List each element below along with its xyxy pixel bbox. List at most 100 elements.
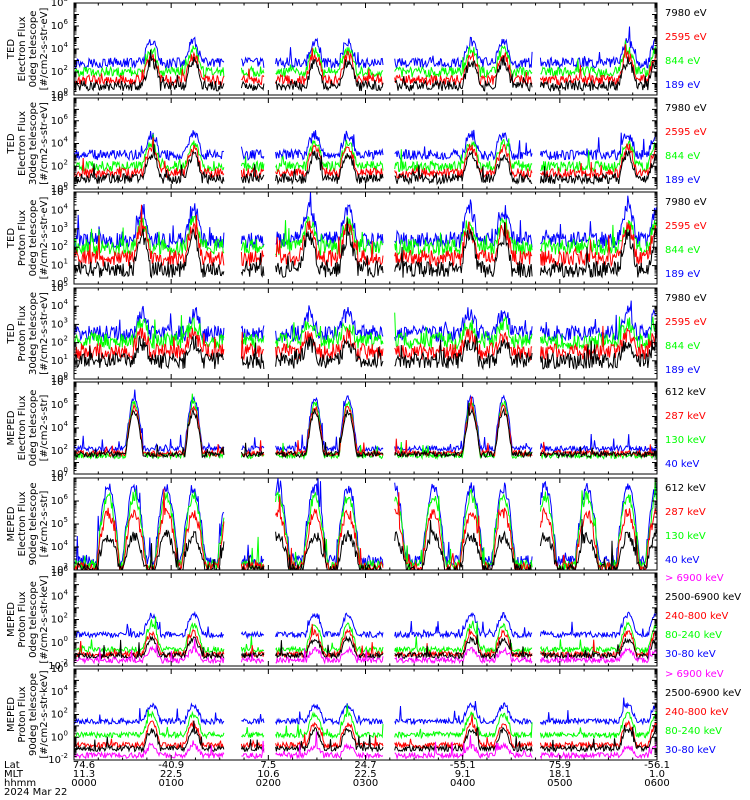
series-line-7980-ev — [74, 49, 657, 93]
lat-tick-label: -56.1 — [644, 760, 670, 771]
time-tick-label: 0300 — [353, 778, 378, 789]
y-tick-label: 104 — [51, 298, 69, 312]
series-line-189-ev — [74, 192, 657, 250]
y-axis-label-line: Proton Flux — [17, 686, 28, 742]
y-tick-label: 100 — [51, 635, 68, 649]
legend-label: 7980 eV — [665, 8, 707, 19]
series-line-30-80-kev — [74, 610, 657, 640]
y-tick-label: 104 — [51, 684, 69, 698]
series-line-612-kev — [74, 402, 657, 460]
y-tick-label: 103 — [51, 221, 68, 235]
lat-tick-label: 74.6 — [73, 760, 95, 771]
y-tick-label: 106 — [51, 18, 69, 32]
lat-tick-label: 7.5 — [260, 760, 276, 771]
y-axis-label-line: TED — [6, 228, 17, 249]
legend-label: 7980 eV — [665, 103, 707, 114]
y-tick-label: 104 — [51, 588, 69, 602]
legend-label: 844 eV — [665, 341, 700, 352]
y-tick-label: 102 — [51, 443, 68, 457]
series-line-2595-ev — [74, 325, 657, 362]
panel-frame — [73, 381, 658, 475]
legend-label: > 6900 keV — [665, 669, 724, 680]
y-axis-label-line: Electron Flux — [17, 16, 28, 81]
y-axis-label-line: TED — [6, 133, 17, 154]
legend-label: 2595 eV — [665, 317, 707, 328]
y-tick-label: 106 — [51, 113, 69, 127]
series-line-2500-6900-kev — [74, 720, 657, 754]
axis-row-label-lat: Lat — [4, 760, 20, 771]
series-line-240-800-kev — [74, 714, 657, 750]
y-axis-label-line: Electron Flux — [17, 111, 28, 176]
y-tick-label: 102 — [51, 64, 68, 78]
y-axis-label-line: [#/cm2-s-str] — [39, 394, 50, 461]
y-axis-label-line: 0deg telescope — [28, 11, 39, 88]
series-group — [74, 26, 657, 93]
legend-label: 189 eV — [665, 365, 700, 376]
y-axis-label-line: 90deg telescope — [28, 673, 39, 756]
panel-frame — [73, 572, 658, 667]
series-line-7980-ev — [74, 218, 657, 279]
y-tick-label: 106 — [51, 397, 69, 411]
y-tick-label: 104 — [51, 420, 69, 434]
legend-label: > 6900 keV — [665, 573, 724, 584]
y-tick-label: 106 — [51, 565, 69, 579]
y-tick-label: 103 — [51, 316, 68, 330]
mlt-tick-label: 1.0 — [649, 769, 665, 780]
legend-label: 2595 eV — [665, 32, 707, 43]
lat-tick-label: 24.7 — [354, 760, 376, 771]
y-tick-label: 104 — [51, 539, 69, 553]
axis-row-label-mlt: MLT — [4, 769, 24, 780]
series-line-844-ev — [74, 134, 657, 174]
y-axis-label-line: MEPED — [6, 410, 17, 445]
y-tick-label: 108 — [51, 90, 68, 104]
series-line-240-800-kev — [74, 623, 657, 660]
y-axis-label-line: Electron Flux — [17, 395, 28, 460]
y-axis-label-line: Proton Flux — [17, 591, 28, 647]
legend-label: 287 keV — [665, 411, 706, 422]
legend-label: 80-240 keV — [665, 726, 722, 737]
legend-label: 612 keV — [665, 483, 706, 494]
y-axis-label-line: 90deg telescope — [28, 482, 39, 565]
y-axis-label-line: [#/cm2-s-str-keV] — [39, 670, 50, 758]
lat-tick-label: -55.1 — [450, 760, 476, 771]
series-line-2595-ev — [74, 137, 657, 180]
lat-tick-label: 75.9 — [549, 760, 571, 771]
legend-label: 2500-6900 keV — [665, 688, 741, 699]
y-tick-label: 100 — [51, 729, 68, 743]
series-line-80-240-kev — [74, 704, 657, 740]
y-axis-label-line: TED — [6, 39, 17, 60]
series-line-844-ev — [74, 215, 657, 258]
lat-tick-label: -40.9 — [158, 760, 184, 771]
legend-label: 612 keV — [665, 387, 706, 398]
y-axis-label-line: [#/cm2-s-str-eV] — [39, 8, 50, 91]
legend-label: 844 eV — [665, 151, 700, 162]
legend-label: 2500-6900 keV — [665, 592, 741, 603]
legend-label: 80-240 keV — [665, 630, 722, 641]
mlt-tick-label: 11.3 — [73, 769, 95, 780]
time-tick-label: 0600 — [644, 778, 669, 789]
y-tick-label: 104 — [51, 202, 69, 216]
legend-label: 40 keV — [665, 459, 699, 470]
y-axis-label-line: 0deg telescope — [28, 581, 39, 658]
series-line--6900-kev — [74, 638, 657, 665]
time-tick-label: 0400 — [450, 778, 475, 789]
y-tick-label: 107 — [51, 470, 68, 484]
y-tick-label: 102 — [51, 612, 68, 626]
series-group — [74, 389, 657, 461]
series-line-7980-ev — [74, 143, 657, 186]
y-axis-label-line: [#/cm2-s-str-eV] — [39, 292, 50, 375]
y-axis-label-line: Electron Flux — [17, 491, 28, 556]
y-tick-label: 101 — [51, 353, 68, 367]
series-group — [74, 697, 657, 760]
mlt-tick-label: 18.1 — [549, 769, 571, 780]
mlt-tick-label: 10.6 — [257, 769, 279, 780]
date-label: 2024 Mar 22 — [4, 787, 67, 798]
series-line-7980-ev — [74, 320, 657, 371]
y-tick-label: 106 — [51, 493, 69, 507]
